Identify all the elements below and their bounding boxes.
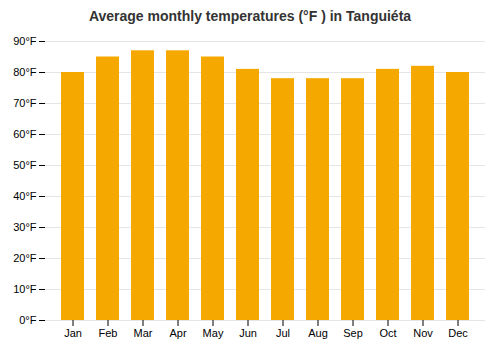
- svg-text:30°F: 30°F: [13, 221, 37, 233]
- svg-text:Feb: Feb: [99, 327, 118, 339]
- svg-text:10°F: 10°F: [13, 283, 37, 295]
- svg-text:Dec: Dec: [448, 327, 468, 339]
- svg-text:50°F: 50°F: [13, 159, 37, 171]
- svg-text:Apr: Apr: [169, 327, 186, 339]
- svg-text:70°F: 70°F: [13, 97, 37, 109]
- svg-text:20°F: 20°F: [13, 252, 37, 264]
- svg-text:90°F: 90°F: [13, 35, 37, 47]
- svg-text:May: May: [203, 327, 224, 339]
- svg-text:Jun: Jun: [239, 327, 257, 339]
- svg-text:Sep: Sep: [343, 327, 363, 339]
- svg-text:Aug: Aug: [308, 327, 328, 339]
- svg-text:Nov: Nov: [413, 327, 433, 339]
- svg-text:Jan: Jan: [64, 327, 82, 339]
- svg-text:40°F: 40°F: [13, 190, 37, 202]
- svg-text:Oct: Oct: [379, 327, 396, 339]
- svg-text:60°F: 60°F: [13, 128, 37, 140]
- svg-text:80°F: 80°F: [13, 66, 37, 78]
- svg-text:0°F: 0°F: [19, 314, 37, 326]
- html-text:Average monthly temperatures (: Average monthly temperatures (°F ) in Ta…: [88, 8, 412, 24]
- svg-text:Jul: Jul: [276, 327, 290, 339]
- svg-text:Mar: Mar: [134, 327, 153, 339]
